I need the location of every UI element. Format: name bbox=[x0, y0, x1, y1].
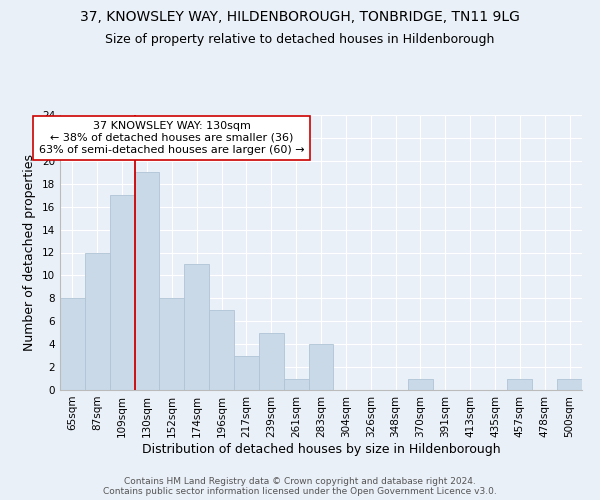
Text: Contains HM Land Registry data © Crown copyright and database right 2024.: Contains HM Land Registry data © Crown c… bbox=[124, 477, 476, 486]
Bar bbox=[209, 310, 234, 390]
Text: 37, KNOWSLEY WAY, HILDENBOROUGH, TONBRIDGE, TN11 9LG: 37, KNOWSLEY WAY, HILDENBOROUGH, TONBRID… bbox=[80, 10, 520, 24]
Bar bbox=[160, 298, 184, 390]
Bar bbox=[110, 195, 134, 390]
Bar bbox=[85, 252, 110, 390]
Bar bbox=[184, 264, 209, 390]
Text: Size of property relative to detached houses in Hildenborough: Size of property relative to detached ho… bbox=[106, 32, 494, 46]
Bar bbox=[134, 172, 160, 390]
Bar bbox=[259, 332, 284, 390]
Bar bbox=[508, 378, 532, 390]
Text: 37 KNOWSLEY WAY: 130sqm
← 38% of detached houses are smaller (36)
63% of semi-de: 37 KNOWSLEY WAY: 130sqm ← 38% of detache… bbox=[39, 122, 305, 154]
Bar bbox=[234, 356, 259, 390]
Y-axis label: Number of detached properties: Number of detached properties bbox=[23, 154, 37, 351]
Bar bbox=[557, 378, 582, 390]
Bar bbox=[408, 378, 433, 390]
X-axis label: Distribution of detached houses by size in Hildenborough: Distribution of detached houses by size … bbox=[142, 442, 500, 456]
Text: Contains public sector information licensed under the Open Government Licence v3: Contains public sector information licen… bbox=[103, 487, 497, 496]
Bar bbox=[284, 378, 308, 390]
Bar bbox=[60, 298, 85, 390]
Bar bbox=[308, 344, 334, 390]
